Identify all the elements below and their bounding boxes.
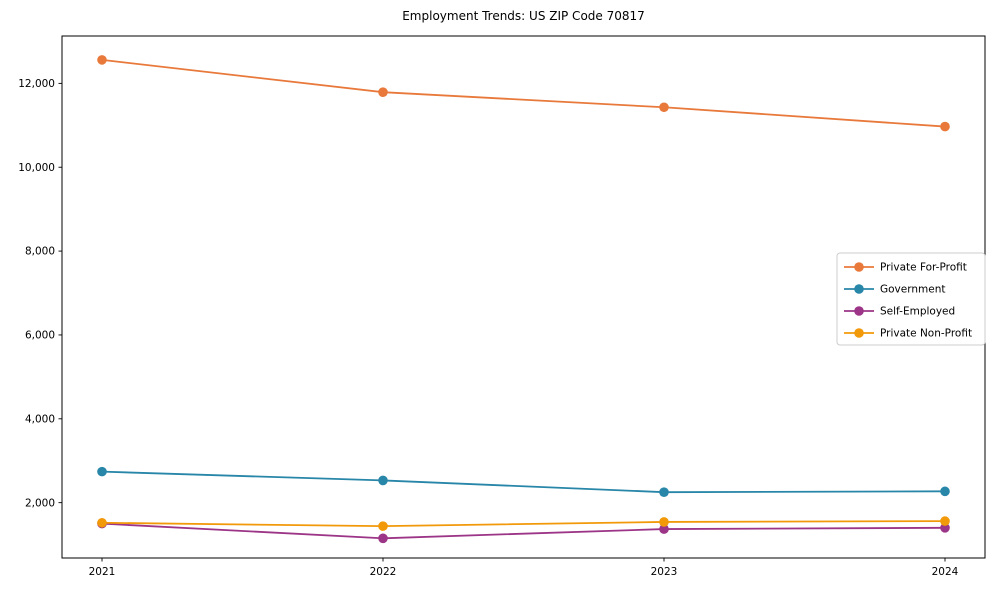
y-tick-label: 4,000	[25, 413, 55, 425]
data-point-private-for-profit	[940, 121, 950, 132]
legend-label: Government	[880, 284, 945, 296]
legend-label: Self-Employed	[880, 306, 955, 318]
legend: Private For-Profit Government Self-Employe…	[836, 252, 986, 346]
data-point-private-non-profit	[659, 517, 669, 527]
data-point-government	[659, 487, 669, 497]
legend-marker-swatch	[854, 284, 864, 294]
x-tick-label: 2021	[89, 566, 116, 578]
data-point-private-for-profit	[97, 55, 107, 65]
data-point-self-employed	[659, 524, 669, 534]
legend-label: Private For-Profit	[880, 262, 967, 274]
y-tick-label: 12,000	[18, 78, 55, 90]
legend-marker-swatch	[854, 262, 864, 272]
legend-item-private-non-profit: Private Non-Profit	[844, 328, 972, 340]
legend-marker-swatch	[854, 306, 864, 316]
chart-title: Employment Trends: US ZIP Code 70817	[402, 9, 645, 23]
data-point-private-non-profit	[940, 516, 950, 526]
data-point-private-for-profit	[378, 87, 388, 97]
data-point-private-non-profit	[378, 521, 388, 531]
y-tick-label: 10,000	[18, 162, 55, 174]
x-tick-label: 2024	[932, 566, 959, 578]
data-point-self-employed	[940, 523, 950, 533]
data-point-government	[97, 466, 107, 477]
legend-marker-swatch	[854, 328, 864, 338]
data-point-self-employed	[378, 533, 388, 544]
series-line-self-employed	[101, 522, 946, 540]
series-line-private-for-profit	[101, 59, 946, 128]
data-point-government	[940, 486, 950, 497]
x-tick-label: 2023	[651, 566, 678, 578]
data-point-private-for-profit	[659, 102, 669, 113]
series-line-private-non-profit	[101, 520, 946, 528]
legend-box	[836, 252, 986, 346]
legend-item-self-employed: Self-Employed	[844, 306, 955, 318]
y-tick-label: 2,000	[25, 497, 55, 509]
y-tick-label: 8,000	[25, 246, 55, 258]
legend-item-government: Government	[844, 284, 945, 296]
data-point-government	[378, 475, 388, 486]
legend-label: Private Non-Profit	[880, 328, 972, 340]
x-tick-label: 2022	[370, 566, 397, 578]
series-line-government	[101, 470, 946, 494]
data-point-private-non-profit	[97, 517, 107, 528]
y-tick-label: 6,000	[25, 330, 55, 342]
legend-item-private-for-profit: Private For-Profit	[844, 262, 967, 274]
